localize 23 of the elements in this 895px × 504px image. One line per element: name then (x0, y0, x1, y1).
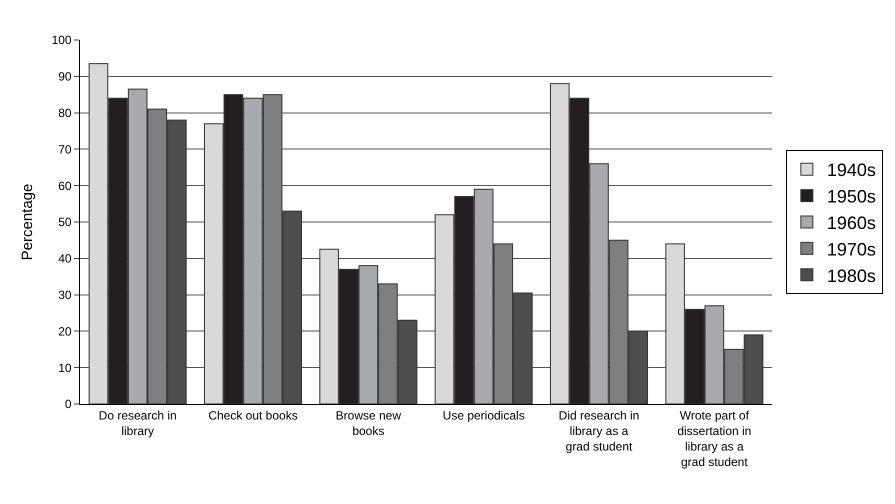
y-tick-label: 30 (58, 288, 72, 302)
x-tick-label: Wrote part of dissertation in library as a grad student (677, 408, 752, 470)
y-tick-label: 20 (58, 324, 72, 338)
legend-label: 1950s (826, 186, 876, 207)
legend-label: 1980s (826, 266, 876, 286)
x-tick-label: Do research in library (98, 408, 177, 438)
y-tick-label: 0 (64, 397, 72, 412)
x-tick-label: Use periodicals (442, 408, 525, 422)
x-tick-label: Did research in library as a grad student (558, 408, 640, 454)
y-tick-label: 10 (58, 360, 72, 375)
x-tick-label: Browse new books (336, 408, 402, 438)
y-axis-title: Percentage (18, 184, 36, 260)
y-tick-label: 50 (58, 215, 72, 230)
y-tick-label: 60 (58, 178, 72, 193)
legend-label: 1940s (826, 160, 876, 180)
x-tick-label: Check out books (208, 408, 298, 422)
legend-label: 1960s (826, 213, 876, 234)
y-tick-label: 40 (58, 252, 72, 266)
y-tick-label: 80 (58, 106, 72, 120)
y-tick-label: 70 (58, 142, 72, 156)
y-tick-label: 100 (52, 33, 72, 48)
legend-label: 1970s (826, 239, 876, 260)
y-tick-label: 90 (58, 70, 72, 84)
